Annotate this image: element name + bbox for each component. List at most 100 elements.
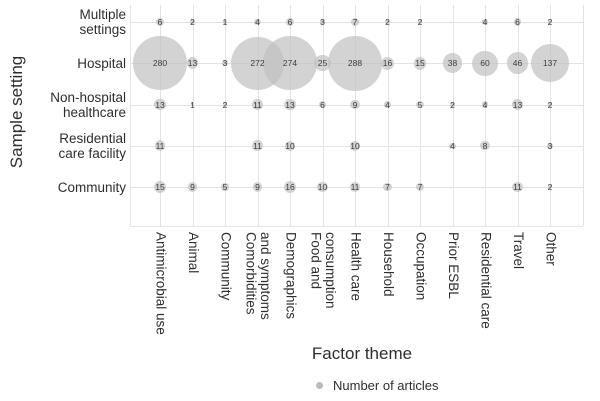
bubble-value: 16	[382, 58, 393, 69]
bubble-value: 2	[385, 17, 390, 27]
gridline-vertical	[550, 5, 551, 226]
bubble-value: 1	[222, 17, 228, 27]
y-tick-label: Non-hospital healthcare	[50, 89, 126, 120]
bubble-value: 2	[547, 182, 553, 192]
bubble-value: 7	[417, 182, 423, 192]
bubble	[223, 20, 227, 24]
bubble	[187, 182, 198, 192]
bubble-value: 11	[155, 140, 165, 151]
bubble-value: 274	[282, 58, 298, 69]
bubble-value: 5	[222, 182, 228, 192]
x-tick-label: Occupation	[413, 232, 429, 301]
bubble-value: 10	[317, 182, 328, 192]
bubble-value: 137	[542, 58, 558, 69]
bubble	[531, 44, 569, 83]
bubble-value: 10	[350, 140, 360, 151]
bubble-value: 9	[352, 99, 358, 110]
bubble	[384, 101, 391, 108]
y-tick-label: Residential care facility	[58, 130, 126, 161]
bubble	[547, 142, 553, 149]
bubble	[442, 53, 463, 74]
gridline-vertical	[355, 5, 356, 226]
bubble-value: 288	[347, 58, 363, 69]
bubble-value: 2	[450, 99, 455, 110]
bubble-value: 25	[317, 58, 328, 69]
x-tick-label: Residential care	[478, 232, 494, 329]
bubble	[481, 18, 489, 26]
bubble-value: 46	[512, 58, 523, 69]
bubble	[222, 60, 228, 67]
bubble-value: 3	[222, 58, 228, 69]
bubble	[512, 181, 523, 193]
bubble	[547, 19, 553, 25]
bubble	[417, 19, 423, 25]
bubble	[132, 36, 188, 91]
x-tick-label: Health care	[348, 232, 364, 302]
gridline-vertical	[583, 5, 584, 226]
bubble-value: 7	[385, 182, 390, 192]
x-tick-label: Animal	[185, 232, 201, 274]
bubble-value: 13	[187, 58, 198, 69]
bubble-value: 16	[285, 182, 295, 192]
gridline-vertical	[485, 5, 486, 226]
bubble-value: 4	[450, 140, 455, 151]
bubble	[314, 55, 331, 72]
gridline-vertical	[452, 5, 454, 226]
bubble	[547, 184, 553, 190]
x-tick-label: Travel	[510, 232, 526, 270]
bubble	[349, 140, 361, 151]
bubble	[450, 102, 455, 107]
bubble-value: 11	[350, 182, 360, 192]
gridline-vertical	[420, 5, 421, 226]
bubble	[222, 102, 228, 107]
bubble	[415, 182, 425, 192]
bubble-value: 13	[512, 99, 523, 110]
bubble-value: 4	[482, 99, 488, 110]
bubble	[186, 57, 199, 70]
bubble-value: 11	[513, 182, 522, 192]
bubble	[154, 98, 166, 111]
bubble	[506, 52, 529, 75]
bubble-value: 2	[190, 17, 195, 27]
bubble-value: 4	[482, 17, 488, 27]
bubble	[283, 180, 297, 194]
bubble	[349, 181, 361, 193]
bubble-value: 2	[547, 17, 553, 27]
x-tick-label: Comorbidities and symptoms	[243, 232, 274, 320]
bubble-value: 15	[155, 182, 165, 192]
bubble	[317, 181, 328, 193]
bubble-value: 6	[157, 17, 163, 27]
bubble	[350, 17, 360, 27]
bubble	[413, 56, 427, 70]
bubble-value: 3	[320, 17, 325, 27]
bubble	[252, 99, 263, 110]
gridline-vertical	[192, 5, 194, 226]
gridline-vertical	[290, 5, 291, 226]
x-tick-label: Prior ESBL	[445, 232, 461, 299]
gridline-vertical	[322, 5, 324, 226]
gridline-vertical	[257, 5, 259, 226]
bubble-value: 7	[352, 17, 358, 27]
bubble	[190, 102, 195, 107]
bubble	[252, 140, 263, 152]
bubble-value: 6	[515, 17, 520, 27]
y-tick-label: Multiple settings	[79, 7, 126, 37]
bubble	[252, 182, 263, 192]
bubble	[284, 140, 296, 151]
bubble	[385, 19, 390, 25]
bubble	[190, 19, 195, 25]
gridline-vertical	[130, 5, 131, 226]
bubble-value: 272	[250, 58, 265, 69]
bubble	[254, 18, 261, 26]
bubble-value: 10	[285, 140, 295, 151]
legend-dot-icon	[316, 382, 323, 389]
bubble	[511, 98, 524, 111]
bubble	[481, 101, 489, 108]
bubble-value: 3	[547, 140, 553, 151]
x-tick-label: Demographics	[283, 232, 299, 320]
x-axis-title: Factor theme	[311, 344, 413, 363]
bubble	[381, 56, 394, 70]
bubble-value: 13	[285, 99, 295, 110]
bubble	[350, 99, 360, 110]
